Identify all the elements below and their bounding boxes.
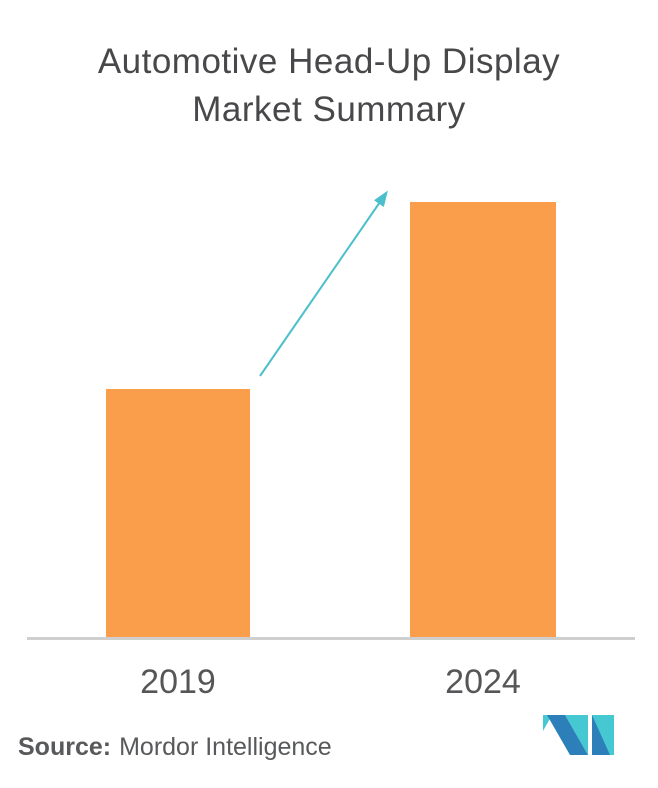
chart-title-line1: Automotive Head-Up Display bbox=[97, 42, 561, 81]
logo-blue-diagonal bbox=[547, 715, 588, 755]
source-label: Source: bbox=[18, 733, 112, 761]
chart-title-line2: Market Summary bbox=[192, 90, 466, 129]
source-name: Mordor Intelligence bbox=[119, 733, 332, 761]
x-tick-2024: 2024 bbox=[445, 663, 521, 701]
chart-title: Automotive Head-Up Display Market Summar… bbox=[0, 38, 658, 134]
bar-2019 bbox=[106, 389, 250, 637]
x-tick-2019: 2019 bbox=[140, 663, 216, 701]
logo-blue-right-triangle bbox=[592, 715, 610, 755]
x-axis-line bbox=[27, 637, 635, 640]
source-note: Source: Mordor Intelligence bbox=[18, 731, 332, 763]
bar-2024 bbox=[410, 202, 556, 637]
mordor-intelligence-logo bbox=[543, 715, 614, 755]
